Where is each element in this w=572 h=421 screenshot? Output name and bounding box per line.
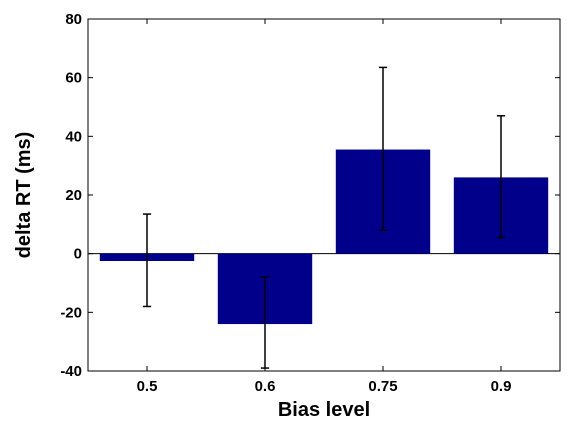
y-axis-ticks: -40 -20 0 20 40 60 80: [60, 11, 560, 380]
error-bar-0.5: [142, 213, 152, 308]
y-tick-label: -20: [60, 304, 82, 321]
x-tick-label: 0.75: [368, 378, 397, 395]
x-tick-label: 0.9: [491, 378, 512, 395]
y-tick-label: -40: [60, 363, 82, 380]
y-tick-label: 0: [74, 246, 82, 263]
x-axis-label: Bias level: [278, 399, 370, 421]
x-tick-label: 0.6: [255, 378, 276, 395]
x-tick-label: 0.5: [137, 378, 158, 395]
error-bars: [142, 66, 506, 369]
y-tick-label: 80: [65, 11, 82, 28]
y-tick-label: 20: [65, 187, 82, 204]
y-axis-label: delta RT (ms): [13, 132, 35, 259]
error-bar-0.9: [496, 115, 506, 239]
error-bar-0.75: [378, 66, 388, 231]
y-tick-label: 40: [65, 128, 82, 145]
y-tick-label: 60: [65, 70, 82, 87]
x-axis-ticks: 0.5 0.6 0.75 0.9: [137, 19, 512, 395]
